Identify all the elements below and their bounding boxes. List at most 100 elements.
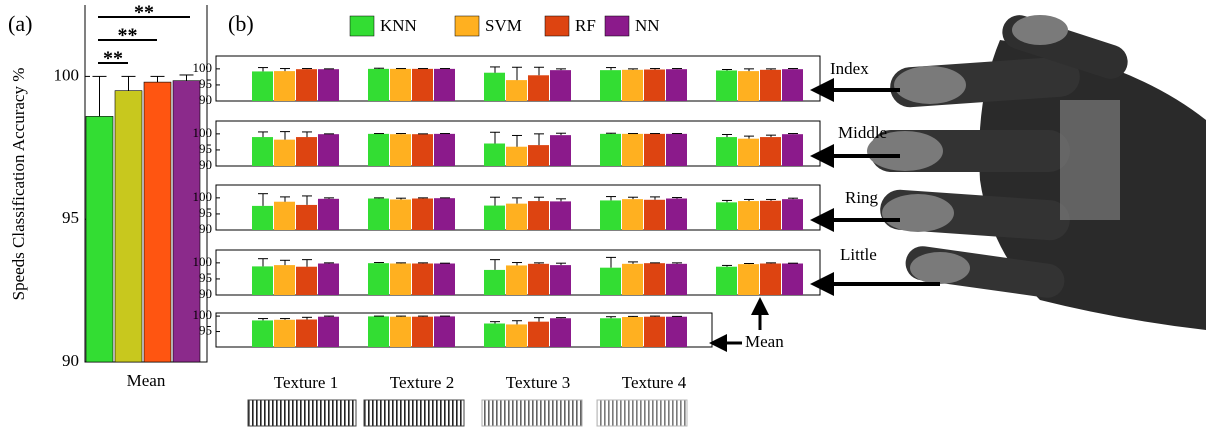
error-bar — [512, 197, 522, 204]
bar — [368, 316, 389, 347]
error-bar — [324, 197, 334, 199]
bar — [252, 205, 273, 230]
legend-label: NN — [635, 16, 660, 35]
error-bar — [672, 262, 682, 264]
error-bar — [280, 259, 290, 266]
subplot-frame — [215, 312, 713, 348]
error-bar — [606, 196, 616, 201]
error-bar — [490, 259, 500, 270]
bar — [666, 198, 687, 230]
bar — [484, 72, 505, 101]
error-bar — [556, 262, 566, 266]
error-bar — [672, 197, 682, 199]
bar — [550, 201, 571, 230]
error-bar — [324, 262, 334, 264]
error-bar — [280, 318, 290, 320]
error-bar — [280, 68, 290, 72]
bar — [738, 264, 759, 295]
legend-label: SVM — [485, 16, 522, 35]
x-tick-label: Texture 3 — [506, 373, 570, 392]
bar — [484, 205, 505, 230]
error-bar — [556, 317, 566, 319]
error-bar — [258, 67, 268, 72]
bar — [622, 263, 643, 295]
bar — [782, 199, 803, 230]
bar — [644, 316, 665, 347]
bar — [644, 69, 665, 101]
error-bar — [179, 74, 194, 81]
bar — [622, 69, 643, 101]
error-bar — [121, 75, 136, 91]
y-tick-label: 90 — [199, 92, 212, 107]
error-bar — [374, 67, 384, 69]
bar — [528, 321, 549, 347]
bar — [318, 134, 339, 166]
significance-label: ** — [103, 48, 123, 70]
error-bar — [606, 256, 616, 268]
error-bar — [490, 321, 500, 324]
legend-swatch — [349, 15, 375, 37]
error-bar — [628, 196, 638, 200]
error-bar — [766, 262, 776, 264]
bar — [760, 69, 781, 101]
bar — [390, 68, 411, 101]
bar — [368, 198, 389, 230]
bar — [296, 137, 317, 166]
bar — [666, 133, 687, 166]
bar — [274, 71, 295, 101]
y-axis-title: Speeds Classification Accuracy % — [9, 68, 28, 301]
bar — [738, 201, 759, 230]
y-tick-label: 90 — [62, 351, 79, 370]
bar — [412, 68, 433, 101]
y-tick-label: 95 — [199, 270, 212, 285]
bar — [600, 200, 621, 230]
bar — [114, 90, 143, 363]
bar — [85, 116, 114, 363]
x-tick-label: Texture 1 — [274, 373, 338, 392]
bar — [622, 133, 643, 166]
error-bar — [418, 197, 428, 199]
bar — [506, 324, 527, 347]
bar — [782, 263, 803, 295]
error-bar — [628, 261, 638, 264]
error-bar — [556, 132, 566, 136]
bar — [274, 201, 295, 230]
bar — [412, 134, 433, 166]
bar — [484, 323, 505, 347]
error-bar — [534, 317, 544, 322]
bar — [528, 145, 549, 166]
bar — [390, 263, 411, 295]
bar — [484, 143, 505, 166]
error-bar — [766, 68, 776, 70]
bar — [274, 319, 295, 347]
bar — [644, 133, 665, 166]
y-tick-label: 90 — [199, 286, 212, 301]
error-bar — [534, 66, 544, 76]
bar — [434, 263, 455, 295]
panel-label: (a) — [8, 11, 32, 36]
error-bar — [512, 66, 522, 81]
y-tick-label: 100 — [193, 60, 213, 75]
bar — [172, 80, 201, 363]
error-bar — [606, 316, 616, 319]
error-bar — [672, 68, 682, 70]
bar — [760, 200, 781, 230]
error-bar — [374, 262, 384, 264]
error-bar — [258, 193, 268, 206]
x-tick-label: Texture 2 — [390, 373, 454, 392]
bar — [318, 198, 339, 230]
bar — [600, 70, 621, 101]
error-bar — [534, 196, 544, 202]
error-bar — [744, 68, 754, 72]
legend-swatch — [544, 15, 570, 37]
bar — [274, 139, 295, 166]
error-bar — [302, 131, 312, 138]
bar — [434, 316, 455, 347]
bar — [550, 135, 571, 166]
bar — [412, 198, 433, 230]
significance-label: ** — [118, 25, 138, 47]
bar — [434, 68, 455, 101]
bar — [666, 69, 687, 101]
error-bar — [92, 75, 107, 117]
error-bar — [258, 131, 268, 138]
